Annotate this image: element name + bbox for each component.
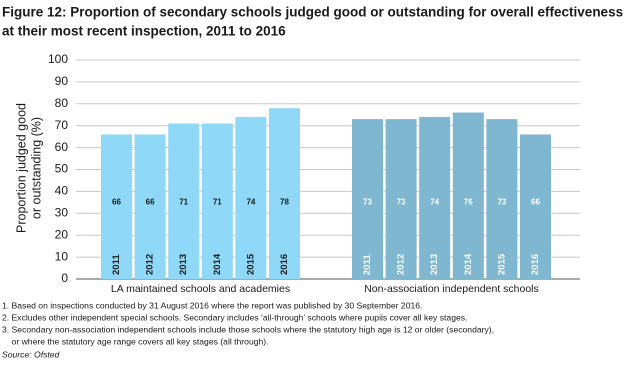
bar	[168, 123, 200, 279]
y-tick-label: 50	[55, 162, 69, 176]
y-axis-label: or outstanding (%)	[29, 117, 43, 219]
data-label: 78	[280, 197, 289, 206]
y-tick-label: 10	[55, 249, 69, 263]
y-tick-label: 70	[55, 118, 69, 132]
footnote: or where the statutory age range covers …	[2, 336, 269, 346]
y-tick-label: 100	[48, 52, 68, 66]
y-axis-label: Proportion judged good	[14, 103, 28, 233]
x-tick-label: 2015	[245, 253, 256, 275]
group-label: LA maintained schools and academies	[111, 283, 290, 295]
x-tick-label: 2012	[145, 254, 156, 275]
x-tick-label: 2012	[396, 254, 407, 275]
x-tick-label: 2011	[111, 254, 122, 275]
chart-title: Figure 12: Proportion of secondary schoo…	[2, 5, 623, 20]
y-tick-label: 20	[55, 227, 69, 241]
y-tick-label: 30	[55, 205, 69, 219]
bar	[486, 119, 518, 279]
group-label: Non-association independent schools	[364, 283, 539, 295]
x-tick-label: 2013	[178, 254, 189, 275]
y-tick-label: 60	[55, 140, 69, 154]
bar	[352, 119, 383, 279]
data-label: 73	[363, 197, 372, 206]
bar	[269, 108, 300, 280]
footnote: 3. Secondary non-association independent…	[2, 324, 494, 334]
footnote: 2. Excludes other independent special sc…	[2, 312, 467, 322]
bar	[452, 112, 484, 279]
footnote: 1. Based on inspections conducted by 31 …	[2, 300, 422, 310]
x-tick-label: 2014	[212, 253, 223, 275]
data-label: 74	[246, 197, 255, 206]
x-tick-label: 2016	[279, 254, 290, 275]
bar	[201, 123, 233, 279]
bar	[385, 119, 417, 279]
x-tick-label: 2013	[429, 254, 440, 275]
data-label: 73	[497, 197, 506, 206]
x-tick-label: 2014	[463, 253, 474, 275]
y-tick-label: 0	[61, 271, 68, 285]
data-label: 66	[112, 197, 121, 206]
data-label: 74	[430, 197, 439, 206]
data-label: 66	[531, 197, 540, 206]
x-tick-label: 2011	[362, 254, 373, 275]
data-label: 71	[213, 197, 222, 206]
chart-title: at their most recent inspection, 2011 to…	[2, 24, 286, 39]
data-label: 71	[179, 197, 188, 206]
data-label: 66	[146, 197, 155, 206]
x-tick-label: 2015	[496, 253, 507, 275]
bar	[520, 134, 551, 279]
bar	[134, 134, 166, 279]
x-tick-label: 2016	[530, 254, 541, 275]
bar	[101, 134, 132, 279]
data-label: 76	[464, 197, 473, 206]
bar	[419, 116, 451, 279]
y-tick-label: 40	[55, 184, 69, 198]
data-label: 73	[397, 197, 406, 206]
source: Source: Ofsted	[2, 349, 60, 359]
y-tick-label: 80	[55, 96, 69, 110]
y-tick-label: 90	[55, 74, 69, 88]
bar	[235, 116, 267, 279]
